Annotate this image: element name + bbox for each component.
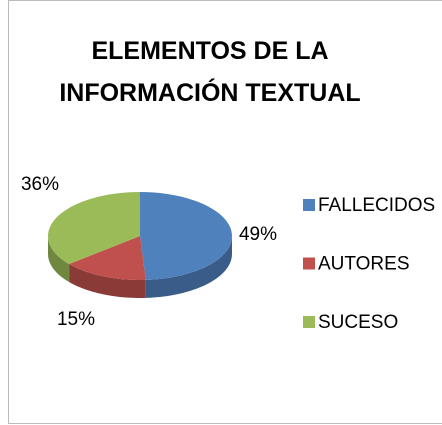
legend-swatch <box>303 199 315 211</box>
legend-swatch <box>303 257 315 270</box>
data-label: 15% <box>57 309 95 330</box>
chart-title: ELEMENTOS DE LA INFORMACIÓN TEXTUAL <box>59 37 361 107</box>
pie-slice <box>48 192 140 265</box>
pie-slice-side <box>145 236 232 298</box>
pie-slice <box>140 192 232 280</box>
legend-label: FALLECIDOS <box>318 195 435 216</box>
pie-slice <box>69 236 146 280</box>
legend-swatch <box>303 316 315 328</box>
legend-label: SUCESO <box>318 312 398 333</box>
chart-frame <box>8 0 442 424</box>
pie-slice-side <box>69 264 146 298</box>
pie-slice-side <box>48 236 70 283</box>
data-label: 36% <box>21 174 59 195</box>
legend-label: AUTORES <box>318 254 410 275</box>
data-label: 49% <box>239 224 277 245</box>
